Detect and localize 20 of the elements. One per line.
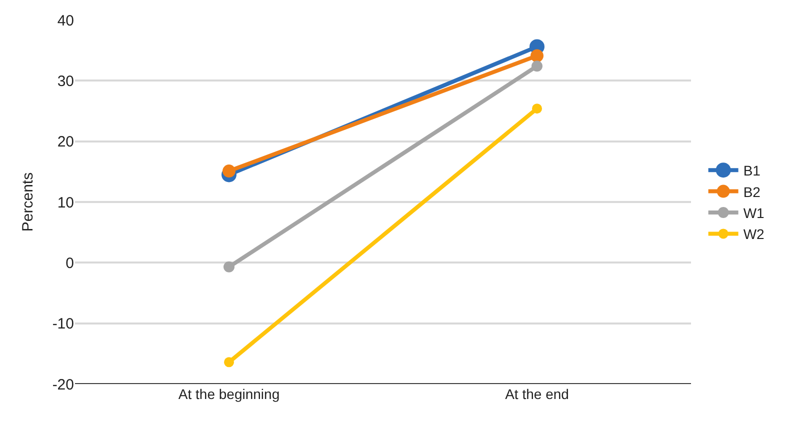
x-tick-label: At the end [505,386,569,402]
legend-label: W1 [743,204,765,221]
y-tick-label: 10 [57,194,74,212]
point [222,164,236,178]
y-tick-label: 30 [57,72,74,90]
x-tick-label: At the beginning [178,386,280,402]
legend-label: B1 [743,162,761,179]
legend-label: W2 [743,226,765,242]
y-tick-label: -10 [52,316,74,333]
point [532,60,542,72]
y-tick-label: 40 [57,12,74,30]
point [224,357,234,368]
y-axis-title: Percents [20,172,37,232]
point [224,261,234,272]
point [530,49,544,62]
y-tick-label: 0 [66,254,74,272]
y-tick-label: 20 [57,134,74,151]
point [532,104,542,114]
y-tick-label: -20 [52,376,74,394]
legend-label: B2 [743,184,761,200]
